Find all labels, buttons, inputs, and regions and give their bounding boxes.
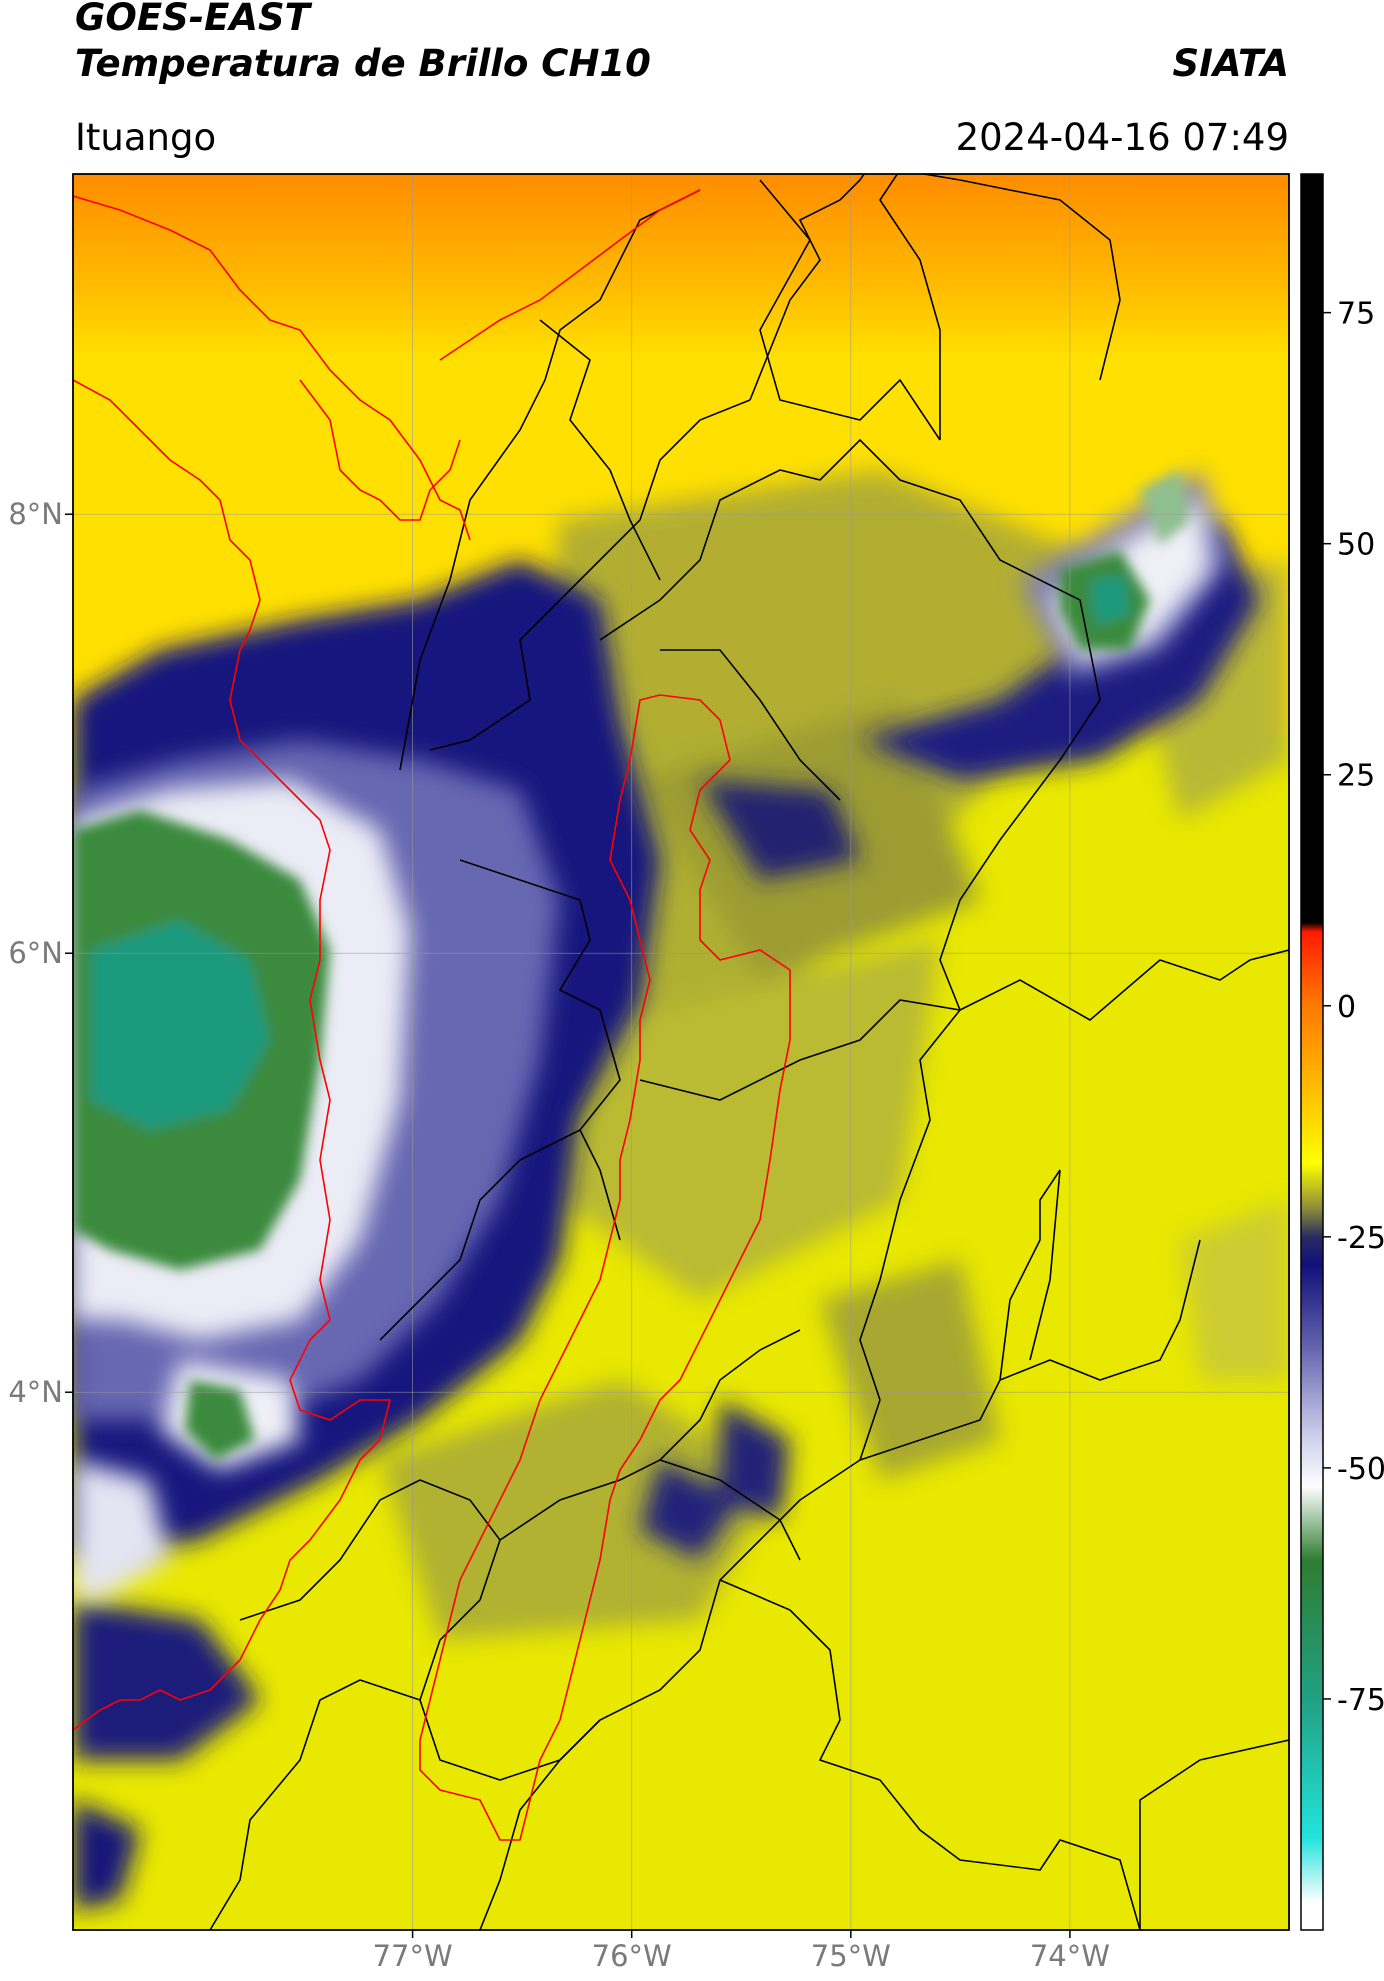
- satellite-title: GOES-EAST: [75, 0, 310, 39]
- colorbar-label: 75: [1337, 297, 1375, 332]
- colorbar-label: 50: [1337, 528, 1375, 563]
- colorbar-ticks: 75 50 25 0 -25 -50 -75: [1323, 297, 1384, 1718]
- organization-label: SIATA: [1172, 42, 1289, 85]
- map-frame: [72, 173, 1290, 1931]
- location-label: Ituango: [75, 116, 217, 159]
- lon-label: 76°W: [592, 1939, 672, 1973]
- department-borders: [209, 174, 1289, 1930]
- colorbar-label: -25: [1337, 1221, 1384, 1256]
- colorbar-label: -75: [1337, 1683, 1384, 1718]
- datetime-label: 2024-04-16 07:49: [955, 116, 1289, 159]
- region-outlines: [73, 189, 791, 1841]
- graticule: [73, 174, 1289, 1930]
- colorbar: 75 50 25 0 -25 -50 -75: [1300, 173, 1384, 1931]
- temperature-field: [73, 174, 1289, 1930]
- lon-label: 77°W: [373, 1939, 453, 1973]
- colorbar-gradient: [1300, 173, 1324, 1931]
- lon-label: 75°W: [811, 1939, 891, 1973]
- lat-label: 8°N: [8, 497, 63, 531]
- lat-label: 4°N: [8, 1375, 63, 1409]
- colorbar-label: 25: [1337, 759, 1375, 794]
- colorbar-label: 0: [1337, 990, 1356, 1025]
- latitude-labels: 8°N 6°N 4°N: [8, 497, 73, 1409]
- lon-label: 74°W: [1030, 1939, 1110, 1973]
- product-title: Temperatura de Brillo CH10: [75, 42, 651, 85]
- longitude-labels: 77°W 76°W 75°W 74°W: [373, 1930, 1110, 1973]
- colorbar-label: -50: [1337, 1452, 1384, 1487]
- lat-label: 6°N: [8, 936, 63, 970]
